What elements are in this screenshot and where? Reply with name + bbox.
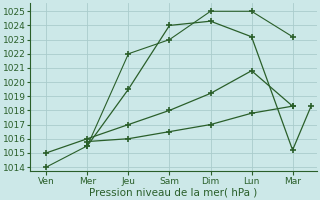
X-axis label: Pression niveau de la mer( hPa ): Pression niveau de la mer( hPa ) (90, 187, 258, 197)
